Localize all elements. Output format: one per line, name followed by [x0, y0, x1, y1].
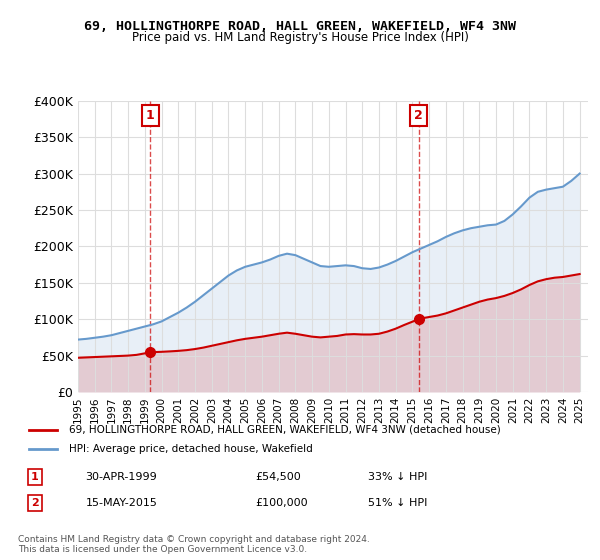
Text: 69, HOLLINGTHORPE ROAD, HALL GREEN, WAKEFIELD, WF4 3NW: 69, HOLLINGTHORPE ROAD, HALL GREEN, WAKE…: [84, 20, 516, 32]
Text: 1: 1: [146, 109, 155, 122]
Text: 33% ↓ HPI: 33% ↓ HPI: [368, 472, 427, 482]
Text: £54,500: £54,500: [255, 472, 301, 482]
Text: 2: 2: [414, 109, 423, 122]
Text: Price paid vs. HM Land Registry's House Price Index (HPI): Price paid vs. HM Land Registry's House …: [131, 31, 469, 44]
Text: 30-APR-1999: 30-APR-1999: [86, 472, 157, 482]
Text: 1: 1: [31, 472, 39, 482]
Text: 2: 2: [31, 498, 39, 508]
Text: HPI: Average price, detached house, Wakefield: HPI: Average price, detached house, Wake…: [69, 445, 313, 455]
Text: Contains HM Land Registry data © Crown copyright and database right 2024.
This d: Contains HM Land Registry data © Crown c…: [18, 535, 370, 554]
Text: 15-MAY-2015: 15-MAY-2015: [86, 498, 158, 508]
Text: £100,000: £100,000: [255, 498, 308, 508]
Text: 51% ↓ HPI: 51% ↓ HPI: [368, 498, 427, 508]
Text: 69, HOLLINGTHORPE ROAD, HALL GREEN, WAKEFIELD, WF4 3NW (detached house): 69, HOLLINGTHORPE ROAD, HALL GREEN, WAKE…: [69, 424, 500, 435]
